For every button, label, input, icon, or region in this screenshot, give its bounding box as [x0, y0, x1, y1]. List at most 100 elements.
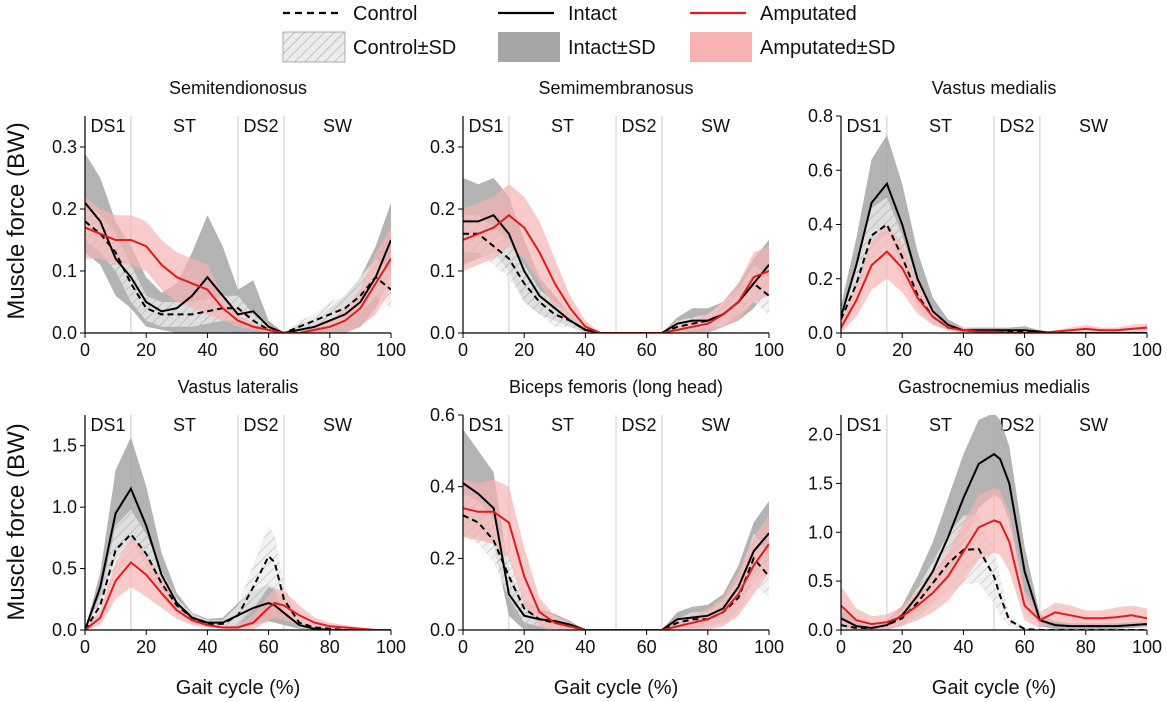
y-tick-label: 1.5: [52, 436, 77, 456]
x-tick-label: 40: [575, 340, 595, 360]
line-control: [463, 514, 769, 630]
x-tick-label: 0: [80, 340, 90, 360]
phase-label-ds1: DS1: [90, 415, 125, 435]
y-tick-label: 0.0: [808, 323, 833, 343]
x-tick-label: 20: [514, 340, 534, 360]
x-tick-label: 100: [376, 340, 406, 360]
x-axis-label: Gait cycle (%): [932, 677, 1056, 699]
x-tick-label: 0: [836, 637, 846, 657]
phase-label-sw: SW: [701, 415, 730, 435]
panel-4: Biceps femoris (long head) DS1 ST DS2 SW 0 20 4…: [430, 377, 784, 699]
x-tick-label: 20: [514, 637, 534, 657]
phase-label-sw: SW: [323, 116, 352, 136]
x-tick-label: 20: [136, 340, 156, 360]
x-axis-label: Gait cycle (%): [176, 677, 300, 699]
y-tick-label: 0.2: [808, 269, 833, 289]
line-amputated: [841, 250, 1147, 333]
phase-label-ds2: DS2: [999, 116, 1034, 136]
y-tick-label: 0.5: [52, 559, 77, 579]
legend-entry-4: Intact±SD: [498, 32, 656, 62]
y-tick-label: 0.0: [430, 620, 455, 640]
y-tick-label: 0.0: [52, 323, 77, 343]
x-tick-label: 100: [1132, 637, 1162, 657]
legend-swatch-3: [282, 31, 346, 63]
x-tick-label: 40: [953, 340, 973, 360]
x-tick-label: 60: [259, 340, 279, 360]
y-tick-label: 0.3: [430, 137, 455, 157]
plot-area: [85, 153, 391, 333]
line-amputated: [463, 507, 769, 630]
phase-label-st: ST: [929, 415, 952, 435]
y-tick-label: 0.1: [52, 261, 77, 281]
legend-label-5: Amputated±SD: [760, 37, 896, 59]
phase-label-sw: SW: [1079, 415, 1108, 435]
y-tick-label: 0.6: [808, 160, 833, 180]
legend-label-2: Amputated: [760, 3, 857, 25]
legend-label-0: Control: [353, 3, 417, 25]
panel-title: Semimembranosus: [538, 78, 693, 98]
phase-label-sw: SW: [1079, 116, 1108, 136]
y-axis-label-top: Muscle force (BW): [3, 122, 30, 319]
band-amputated: [841, 224, 1147, 333]
phase-label-ds1: DS1: [468, 116, 503, 136]
band-amputated: [463, 184, 769, 333]
x-tick-label: 60: [637, 340, 657, 360]
y-tick-label: 0.2: [430, 548, 455, 568]
x-tick-label: 80: [1076, 637, 1096, 657]
x-tick-label: 20: [136, 637, 156, 657]
phase-label-ds1: DS1: [468, 415, 503, 435]
x-tick-label: 20: [892, 637, 912, 657]
line-control: [85, 220, 391, 333]
panel-3: Vastus lateralis DS1 ST DS2 SW 0 20 40 60 80 100 0.…: [52, 377, 406, 699]
phase-label-st: ST: [551, 116, 574, 136]
phase-label-ds1: DS1: [846, 415, 881, 435]
legend-entry-1: Intact: [498, 3, 617, 25]
band-amputated: [463, 479, 769, 630]
y-tick-label: 1.0: [808, 522, 833, 542]
phase-label-ds2: DS2: [243, 415, 278, 435]
x-tick-label: 80: [698, 637, 718, 657]
x-axis-label: Gait cycle (%): [554, 677, 678, 699]
x-tick-label: 0: [836, 340, 846, 360]
phase-label-ds2: DS2: [999, 415, 1034, 435]
y-tick-label: 0.2: [52, 199, 77, 219]
x-tick-label: 40: [197, 340, 217, 360]
line-intact: [463, 482, 769, 630]
panel-title: Semitendionosus: [169, 78, 307, 98]
x-tick-label: 100: [1132, 340, 1162, 360]
phase-label-st: ST: [173, 415, 196, 435]
line-amputated: [85, 561, 391, 630]
legend-label-3: Control±SD: [353, 37, 456, 59]
x-tick-label: 100: [754, 340, 784, 360]
phase-label-sw: SW: [701, 116, 730, 136]
y-tick-label: 0.0: [430, 323, 455, 343]
panel-title: Vastus lateralis: [178, 377, 299, 397]
line-amputated: [841, 519, 1147, 626]
line-intact: [841, 181, 1147, 333]
legend: Control Intact Amputated Control±SD Intact±S…: [282, 3, 896, 63]
plot-area: [841, 135, 1147, 333]
line-control: [841, 547, 1147, 630]
x-tick-label: 100: [754, 637, 784, 657]
line-control: [463, 232, 769, 333]
panel-0: Semitendionosus DS1 ST DS2 SW 0 20 40 60 80 100 0.0…: [52, 78, 406, 360]
legend-swatch-5: [690, 32, 752, 62]
band-control: [85, 202, 391, 333]
x-tick-label: 80: [1076, 340, 1096, 360]
y-tick-label: 0.2: [430, 199, 455, 219]
legend-entry-5: Amputated±SD: [690, 32, 896, 62]
phase-label-st: ST: [929, 116, 952, 136]
plot-area: [463, 178, 769, 333]
legend-label-1: Intact: [568, 3, 617, 25]
x-tick-label: 80: [320, 637, 340, 657]
phase-label-st: ST: [173, 116, 196, 136]
x-tick-label: 0: [458, 637, 468, 657]
y-tick-label: 1.5: [808, 473, 833, 493]
y-tick-label: 1.0: [52, 497, 77, 517]
phase-label-st: ST: [551, 415, 574, 435]
phase-label-sw: SW: [323, 415, 352, 435]
x-tick-label: 80: [320, 340, 340, 360]
x-tick-label: 80: [698, 340, 718, 360]
line-amputated: [85, 226, 391, 333]
